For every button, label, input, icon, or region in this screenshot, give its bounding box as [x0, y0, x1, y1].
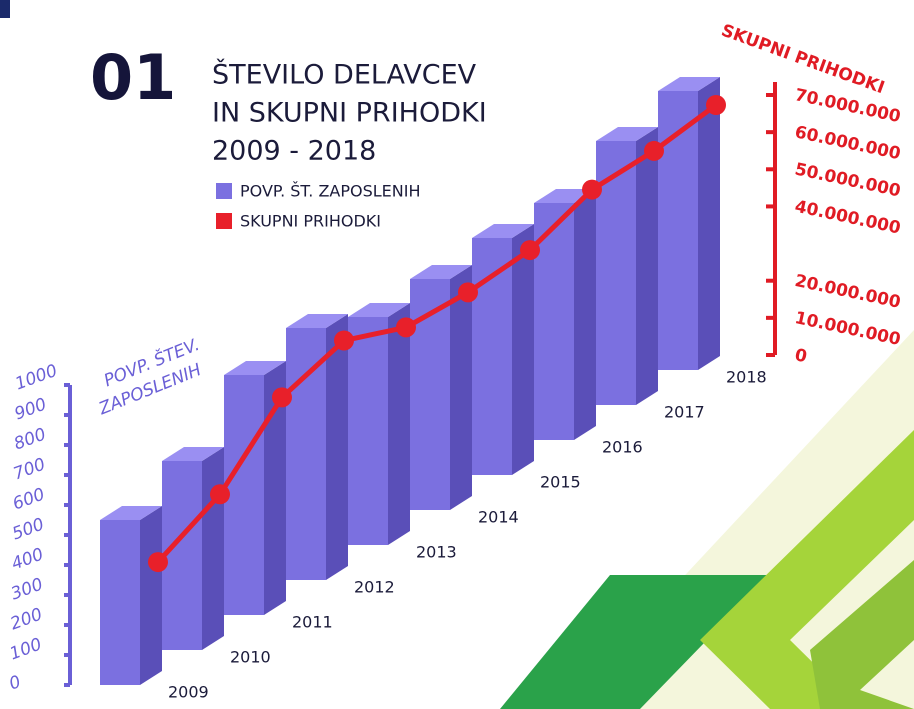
y-tick-label: 200: [8, 605, 45, 635]
bar-side: [202, 447, 224, 650]
y2-tick-label: 0: [793, 345, 809, 367]
legend-label: POVP. ŠT. ZAPOSLENIH: [240, 182, 420, 201]
line-point: [644, 141, 664, 161]
y-tick-label: 0: [7, 672, 24, 694]
y2-tick-label: 40.000.000: [793, 197, 903, 239]
x-tick-label: 2017: [664, 403, 705, 422]
legend-swatch: [216, 213, 232, 229]
y-tick-label: 500: [10, 515, 47, 545]
y2-tick-label: 60.000.000: [793, 122, 903, 164]
legend-swatch: [216, 183, 232, 199]
x-tick-label: 2016: [602, 438, 643, 457]
x-tick-label: 2015: [540, 473, 581, 492]
line-point: [582, 180, 602, 200]
x-tick-label: 2010: [230, 648, 271, 667]
bar-side: [574, 189, 596, 440]
chart-title: ŠTEVILO DELAVCEV: [212, 59, 477, 91]
bar: [658, 77, 720, 370]
chart-title: 2009 - 2018: [212, 136, 376, 167]
bar: [100, 506, 162, 685]
corner-mark: [0, 0, 10, 18]
y-tick-label: 600: [10, 485, 47, 515]
bar: [286, 314, 348, 580]
x-tick-label: 2009: [168, 683, 209, 702]
bar-front: [100, 520, 140, 685]
line-point: [706, 95, 726, 115]
bar: [410, 265, 472, 510]
x-tick-label: 2014: [478, 508, 519, 527]
y-tick-label: 700: [11, 455, 48, 485]
x-tick-label: 2011: [292, 613, 333, 632]
x-tick-label: 2013: [416, 543, 457, 562]
bar-front: [224, 375, 264, 615]
bar-front: [162, 461, 202, 650]
y2-tick-label: 20.000.000: [793, 271, 903, 313]
y-tick-label: 100: [7, 635, 44, 665]
x-tick-label: 2018: [726, 368, 767, 387]
line-point: [148, 552, 168, 572]
y-tick-label: 900: [12, 395, 49, 425]
y-tick-label: 1000: [13, 361, 60, 395]
chart: 01 ŠTEVILO DELAVCEV IN SKUPNI PRIHODKI 2…: [0, 0, 914, 709]
bar-side: [140, 506, 162, 685]
bar-side: [388, 303, 410, 545]
y2-tick-label: 70.000.000: [793, 85, 903, 127]
y-tick-label: 400: [9, 545, 46, 575]
line-point: [458, 282, 478, 302]
chart-title: IN SKUPNI PRIHODKI: [212, 98, 487, 129]
line-point: [272, 387, 292, 407]
legend-label: SKUPNI PRIHODKI: [240, 212, 381, 231]
y2-tick-label: 10.000.000: [793, 308, 903, 350]
bar: [534, 189, 596, 440]
line-point: [210, 484, 230, 504]
chart-number: 01: [90, 41, 176, 114]
bar-front: [348, 317, 388, 545]
bar: [472, 224, 534, 475]
line-point: [334, 331, 354, 351]
x-tick-label: 2012: [354, 578, 395, 597]
y-tick-label: 800: [11, 425, 48, 455]
bar-side: [698, 77, 720, 370]
line-point: [396, 317, 416, 337]
y-tick-label: 300: [8, 575, 45, 605]
line-point: [520, 240, 540, 260]
y2-tick-label: 50.000.000: [793, 160, 903, 202]
bar-side: [636, 127, 658, 405]
